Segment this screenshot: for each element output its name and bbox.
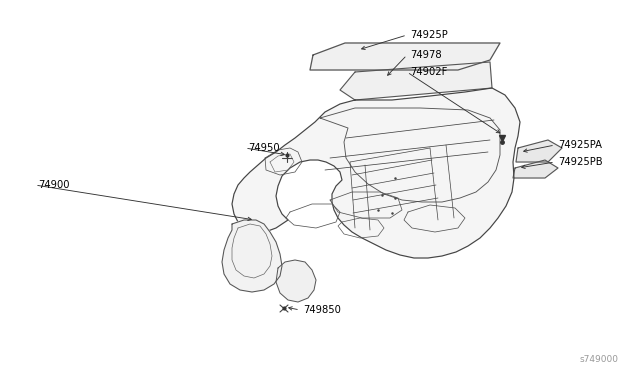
Text: 74925PB: 74925PB [558,157,603,167]
Text: 74902F: 74902F [410,67,447,77]
Polygon shape [310,43,500,70]
Polygon shape [513,160,558,178]
Polygon shape [232,88,520,258]
Text: 74925P: 74925P [410,30,448,40]
Polygon shape [516,140,562,162]
Text: s749000: s749000 [580,355,619,364]
Text: 74978: 74978 [410,50,442,60]
Text: 749850: 749850 [303,305,341,315]
Polygon shape [340,62,492,100]
Polygon shape [222,220,282,292]
Text: 74900: 74900 [38,180,70,190]
Polygon shape [276,260,316,302]
Text: 74925PA: 74925PA [558,140,602,150]
Text: 74950: 74950 [248,143,280,153]
